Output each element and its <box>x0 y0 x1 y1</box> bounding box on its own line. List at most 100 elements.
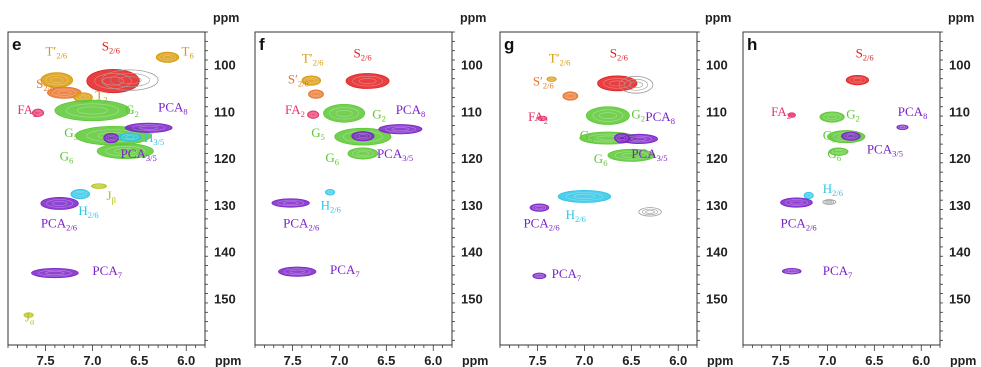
x-tick-label: 7.5 <box>283 353 301 367</box>
y-tick-label: 150 <box>214 291 236 306</box>
peak-label: G5 <box>311 125 325 142</box>
peak-label: H2/6 <box>78 203 98 220</box>
peak-contour <box>585 106 630 125</box>
peak-label: PCA2/6 <box>41 215 77 232</box>
peak-label: T6 <box>182 43 194 60</box>
peak-contour <box>301 75 322 86</box>
peak-label: G2 <box>846 106 860 123</box>
x-tick-label: 6.0 <box>912 353 930 367</box>
peak-contour <box>54 99 131 122</box>
x-tick-label: 7.0 <box>818 353 836 367</box>
peak-contour <box>31 267 79 279</box>
y-tick-label: 100 <box>949 58 971 73</box>
peak-label: G6 <box>594 151 608 168</box>
peak-contour <box>537 115 548 122</box>
peak-label: T′2/6 <box>46 43 68 60</box>
peak-contour <box>96 143 154 160</box>
peak-label: PCA8 <box>898 104 928 121</box>
x-tick-label: 7.5 <box>771 353 789 367</box>
peak-contour <box>40 196 79 210</box>
peak-contour <box>614 132 630 144</box>
peak-label: PCA8 <box>158 99 188 116</box>
y-tick-label: 110 <box>949 104 970 119</box>
y-tick-label: 110 <box>461 104 482 119</box>
peak-label: T′2/6 <box>549 50 571 67</box>
y-tick-label: 140 <box>949 245 971 260</box>
peak-label: PCA3/5 <box>377 146 413 163</box>
x-tick-label: 6.0 <box>669 353 687 367</box>
y-tick-label: 120 <box>461 151 483 166</box>
y-tick-label: 150 <box>461 291 483 306</box>
peak-label: S′2/6 <box>288 71 309 88</box>
plot-frame <box>254 31 453 346</box>
y-tick-label: 100 <box>214 58 236 73</box>
peak-contour <box>307 110 320 119</box>
panel-g-chart: g 100 110 120 130 140 150 ppm 7.5 7.0 6.5 6.0 ppm S2/… <box>499 11 733 367</box>
y-tick-label: 100 <box>461 58 483 73</box>
peak-label: PCA7 <box>552 266 582 283</box>
peak-contour <box>47 86 82 99</box>
peak-label: PCA3/5 <box>121 146 157 163</box>
peak-label: G5 <box>64 125 78 142</box>
peak-contour <box>562 91 579 101</box>
x-axis-label: ppm <box>950 354 976 367</box>
panel-letter: h <box>747 35 757 54</box>
peak-contour <box>347 147 379 160</box>
peak-contour <box>155 51 180 63</box>
panel-letter: e <box>12 35 21 54</box>
peak-contour <box>532 272 547 280</box>
peak-label: T′2/6 <box>302 50 324 67</box>
peak-label: FA2 <box>528 109 548 126</box>
x-axis-label: ppm <box>707 354 733 367</box>
peak-contour <box>70 189 91 200</box>
peak-contour <box>378 124 423 135</box>
x-tick-label: 6.5 <box>865 353 883 367</box>
peak-label: S2/6 <box>610 46 628 63</box>
peak-label: T2 <box>95 88 107 105</box>
peak-label: Jα <box>25 310 35 327</box>
x-tick-label: 7.5 <box>528 353 546 367</box>
peak-contour <box>607 148 656 162</box>
peak-label: PCA2/6 <box>283 215 319 232</box>
peak-label: S2/6 <box>36 76 54 93</box>
peak-label: PCA7 <box>330 262 360 279</box>
x-axis-label: ppm <box>462 354 488 367</box>
x-tick-label: 7.0 <box>575 353 593 367</box>
peak-label: H3/5 <box>144 130 164 147</box>
panel-letter: f <box>259 35 265 54</box>
peak-contour <box>618 75 654 94</box>
peak-contour <box>271 198 310 208</box>
y-tick-label: 130 <box>214 198 236 213</box>
peak-contour <box>841 131 861 141</box>
peak-label: G6 <box>325 150 339 167</box>
peak-label: S2/6 <box>354 46 372 63</box>
peak-contour <box>638 207 662 217</box>
peak-label: PCA3/5 <box>867 141 903 158</box>
peak-label: H2/6 <box>321 198 341 215</box>
y-tick-label: 140 <box>706 245 728 260</box>
peak-label: PCA8 <box>645 109 675 126</box>
y-tick-label: 110 <box>214 104 235 119</box>
y-axis-label: ppm <box>213 11 239 25</box>
y-tick-label: 110 <box>706 104 727 119</box>
peak-label: PCA8 <box>396 102 426 119</box>
peak-contour <box>91 183 107 189</box>
peak-contour <box>345 73 390 89</box>
y-axis-label: ppm <box>460 11 486 25</box>
y-axis-label: ppm <box>948 11 974 25</box>
peak-contour <box>787 112 796 118</box>
peak-label: H2/6 <box>823 181 843 198</box>
x-axis-label: ppm <box>215 354 241 367</box>
peak-contour <box>118 132 142 142</box>
peak-contour <box>780 197 813 208</box>
y-tick-label: 120 <box>949 151 971 166</box>
peak-contour <box>781 267 802 275</box>
peak-contour <box>323 104 366 123</box>
peak-contour <box>597 75 638 92</box>
y-tick-label: 140 <box>214 245 236 260</box>
peak-contour <box>103 132 120 144</box>
peak-label: S2/6 <box>102 39 120 56</box>
y-tick-label: 150 <box>706 291 728 306</box>
x-tick-label: 6.5 <box>622 353 640 367</box>
